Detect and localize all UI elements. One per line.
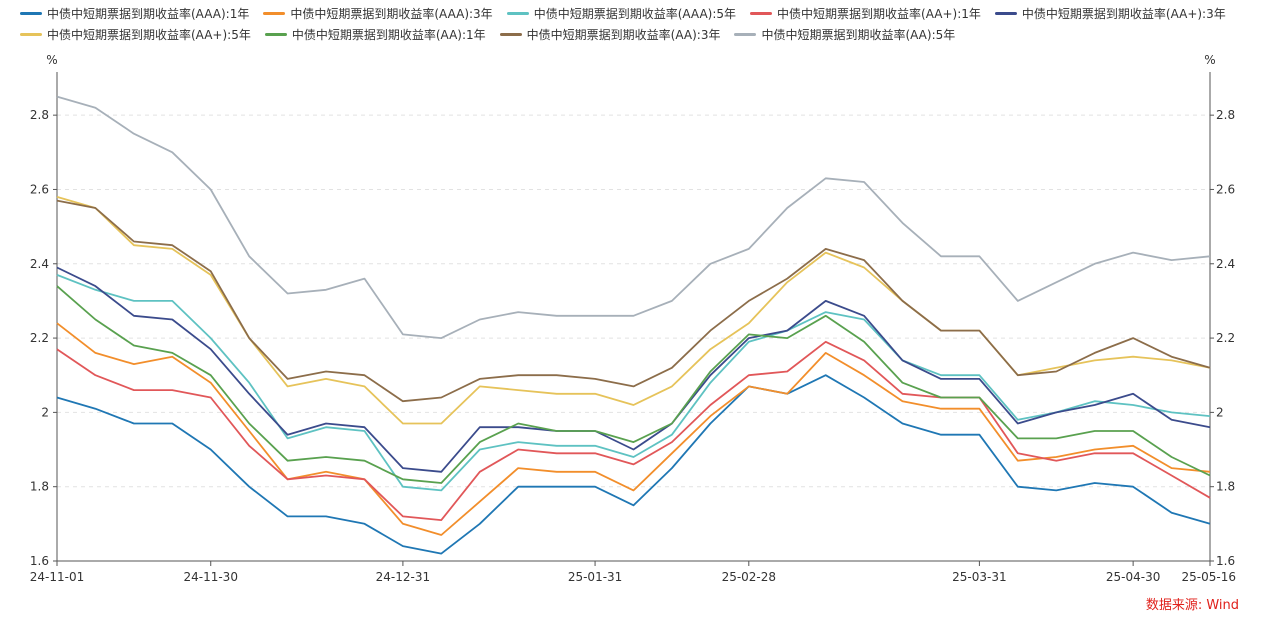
legend-swatch: [994, 12, 1017, 15]
y-tick-label-left: 1.6: [30, 554, 49, 568]
legend-label: 中债中短期票据到期收益率(AA+):5年: [47, 28, 251, 42]
series-line-8: [56, 199, 1211, 403]
legend-item[interactable]: 中债中短期票据到期收益率(AA):1年: [264, 25, 486, 46]
x-tick-label: 25-02-28: [722, 570, 776, 584]
x-tick-label: 24-11-01: [30, 570, 84, 584]
y-axis-unit-right: %: [1204, 53, 1215, 67]
y-tick-label-right: 2.6: [1216, 182, 1235, 196]
legend-item[interactable]: 中债中短期票据到期收益率(AAA):1年: [20, 4, 249, 25]
x-tick-label: 25-05-16: [1182, 570, 1236, 584]
legend-label: 中债中短期票据到期收益率(AA):3年: [526, 28, 721, 42]
legend-label: 中债中短期票据到期收益率(AAA):5年: [533, 7, 737, 21]
y-tick-label-left: 2.2: [30, 331, 49, 345]
legend-label: 中债中短期票据到期收益率(AA):1年: [291, 28, 486, 42]
legend-label: 中债中短期票据到期收益率(AA+):3年: [1021, 7, 1226, 21]
y-tick-label-left: 2.6: [30, 182, 49, 196]
legend-item[interactable]: 中债中短期票据到期收益率(AA+):1年: [750, 4, 981, 25]
series-line-4: [56, 340, 1211, 521]
legend-swatch: [20, 33, 42, 36]
y-tick-label-right: 2.4: [1216, 257, 1235, 271]
legend-swatch: [506, 12, 529, 15]
y-tick-label-left: 1.8: [30, 480, 49, 494]
legend-label: 中债中短期票据到期收益率(AAA):3年: [290, 7, 493, 21]
y-tick-label-right: 2.8: [1216, 108, 1235, 122]
legend-label: 中债中短期票据到期收益率(AA+):1年: [777, 7, 981, 21]
legend-item[interactable]: 中债中短期票据到期收益率(AA+):5年: [20, 25, 251, 46]
legend-swatch: [499, 33, 522, 36]
legend-swatch: [750, 12, 773, 15]
legend-swatch: [263, 12, 286, 15]
x-tick-label: 25-03-31: [952, 570, 1006, 584]
legend-label: 中债中短期票据到期收益率(AAA):1年: [47, 7, 250, 21]
y-tick-label-right: 2: [1216, 405, 1224, 419]
series-line-1: [56, 374, 1211, 555]
legend-item[interactable]: 中债中短期票据到期收益率(AA+):3年: [994, 4, 1226, 25]
legend-item[interactable]: 中债中短期票据到期收益率(AAA):5年: [506, 4, 737, 25]
legend-label: 中债中短期票据到期收益率(AA):5年: [761, 28, 956, 42]
legend-swatch: [20, 12, 42, 15]
x-tick-label: 24-11-30: [183, 570, 237, 584]
legend-swatch: [734, 33, 757, 36]
y-tick-label-left: 2.8: [30, 108, 49, 122]
y-tick-label-right: 1.8: [1216, 480, 1235, 494]
series-line-2: [56, 322, 1211, 536]
series-line-9: [56, 95, 1211, 340]
y-tick-label-left: 2.4: [30, 257, 49, 271]
chart-legend: 中债中短期票据到期收益率(AAA):1年 中债中短期票据到期收益率(AAA):3年…: [20, 4, 1260, 46]
y-axis-unit-left: %: [46, 53, 57, 67]
legend-item[interactable]: 中债中短期票据到期收益率(AA):3年: [499, 25, 721, 46]
series-line-6: [56, 196, 1211, 425]
series-line-3: [56, 274, 1211, 492]
x-tick-label: 25-04-30: [1106, 570, 1160, 584]
legend-item[interactable]: 中债中短期票据到期收益率(AA):5年: [734, 25, 955, 46]
y-tick-label-right: 2.2: [1216, 331, 1235, 345]
y-tick-label-left: 2: [41, 405, 49, 419]
series-line-7: [56, 285, 1211, 484]
data-source-note: 数据来源: Wind: [1145, 598, 1239, 613]
legend-swatch: [264, 33, 287, 36]
series-line-5: [56, 266, 1211, 473]
y-tick-label-right: 1.6: [1216, 554, 1235, 568]
x-tick-label: 25-01-31: [568, 570, 622, 584]
legend-item[interactable]: 中债中短期票据到期收益率(AAA):3年: [263, 4, 493, 25]
x-tick-label: 24-12-31: [376, 570, 430, 584]
